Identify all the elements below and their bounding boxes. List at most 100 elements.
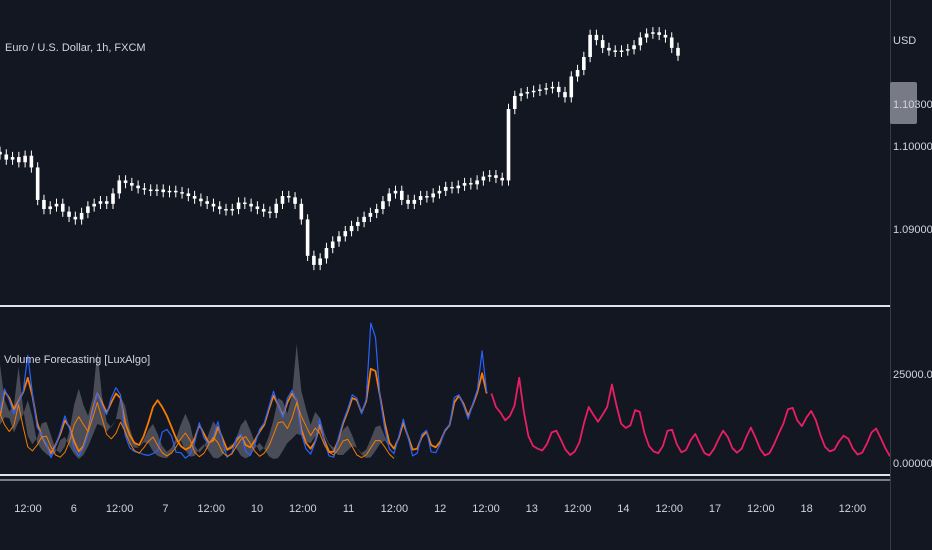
candle-body xyxy=(142,188,147,190)
candle-body xyxy=(425,196,429,198)
candle-body xyxy=(387,193,392,202)
candle-body xyxy=(274,203,279,213)
candle-body xyxy=(443,186,448,191)
future-volume-line xyxy=(490,376,891,457)
candle-body xyxy=(644,33,649,38)
candle-body xyxy=(475,180,479,185)
candle-body xyxy=(293,197,297,204)
candle-body xyxy=(42,199,46,210)
time-axis-label: 12:00 xyxy=(564,503,592,515)
candle-body xyxy=(594,34,599,41)
candle-body xyxy=(374,209,379,213)
candle-body xyxy=(123,180,128,184)
candle-body xyxy=(676,47,680,56)
candle-body xyxy=(462,183,467,186)
candle-body xyxy=(73,216,78,220)
candle-body xyxy=(86,206,90,213)
candle-body xyxy=(29,155,34,168)
candle-body xyxy=(117,180,122,194)
candle-body xyxy=(211,203,216,207)
candle-body xyxy=(48,206,53,210)
candle-body xyxy=(35,167,40,200)
volume-axis-label: 0.00000 xyxy=(893,458,932,470)
time-axis-label: 12:00 xyxy=(289,503,317,515)
time-axis: 12:00 6 12:00 7 12:00 10 12:00 11 12:00 12 12:00 13… xyxy=(14,503,866,515)
time-axis-label: 13 xyxy=(526,503,538,515)
volume-lines xyxy=(0,322,891,459)
current-price-badge xyxy=(890,82,917,124)
candle-body xyxy=(550,86,555,89)
candle-body xyxy=(67,211,71,217)
candle-body xyxy=(393,190,398,194)
candle-body xyxy=(155,189,159,192)
price-candles xyxy=(0,27,680,271)
candle-body xyxy=(669,37,674,48)
candle-body xyxy=(588,34,592,57)
candle-body xyxy=(268,211,272,214)
candle-body xyxy=(136,185,140,189)
candle-body xyxy=(437,190,442,194)
candle-body xyxy=(531,90,536,93)
candle-body xyxy=(249,203,253,207)
candle-body xyxy=(130,183,134,186)
time-axis-label: 14 xyxy=(617,503,629,515)
candle-body xyxy=(450,186,454,189)
candle-body xyxy=(657,32,661,35)
candle-body xyxy=(4,154,9,160)
price-axis-label: 1.09000 xyxy=(893,224,932,236)
candle-body xyxy=(481,176,486,181)
candle-body xyxy=(299,203,304,220)
candle-body xyxy=(173,190,178,193)
time-axis-label: 12:00 xyxy=(747,503,775,515)
volume-axis-label: 25000.00000 xyxy=(893,369,932,381)
candle-body xyxy=(362,216,366,223)
candle-body xyxy=(312,255,316,265)
candle-body xyxy=(224,209,228,211)
candle-body xyxy=(563,92,567,98)
time-axis-label: 6 xyxy=(71,503,77,515)
time-axis-label: 12:00 xyxy=(839,503,867,515)
time-axis-label: 12:00 xyxy=(472,503,500,515)
time-axis-label: 12 xyxy=(434,503,446,515)
candle-body xyxy=(412,199,417,204)
candle-body xyxy=(280,196,285,204)
candle-body xyxy=(192,196,197,199)
candle-body xyxy=(349,225,354,232)
candle-body xyxy=(544,88,548,90)
symbol-title: Euro / U.S. Dollar, 1h, FXCM xyxy=(5,42,146,54)
candle-body xyxy=(632,45,636,50)
time-axis-label: 12:00 xyxy=(381,503,409,515)
candle-body xyxy=(17,157,21,163)
candle-body xyxy=(343,231,348,237)
candle-body xyxy=(431,193,435,198)
candle-body xyxy=(506,108,511,181)
candle-body xyxy=(330,241,335,249)
time-axis-label: 7 xyxy=(162,503,168,515)
candle-body xyxy=(205,201,209,204)
candle-body xyxy=(148,189,153,192)
candle-body xyxy=(381,201,385,210)
candle-body xyxy=(651,32,655,34)
time-axis-label: 12:00 xyxy=(197,503,225,515)
time-axis-label: 12:00 xyxy=(14,503,42,515)
volume-actual-line xyxy=(0,322,488,459)
candle-body xyxy=(324,248,329,259)
candle-body xyxy=(456,185,461,189)
time-axis-label: 12:00 xyxy=(655,503,683,515)
candle-body xyxy=(575,69,580,77)
candle-body xyxy=(582,56,586,70)
time-axis-label: 17 xyxy=(709,503,721,515)
forecast-band xyxy=(0,344,399,460)
price-axis-label: 1.10000 xyxy=(893,141,932,153)
time-axis-label: 11 xyxy=(343,503,354,515)
candle-body xyxy=(418,196,423,200)
indicator-title: Volume Forecasting [LuxAlgo] xyxy=(4,354,150,366)
candle-body xyxy=(54,203,59,207)
time-axis-label: 18 xyxy=(800,503,812,515)
candle-body xyxy=(180,192,184,194)
candle-body xyxy=(406,199,410,204)
candle-body xyxy=(663,34,668,38)
candle-body xyxy=(512,95,517,109)
candle-body xyxy=(60,203,65,212)
